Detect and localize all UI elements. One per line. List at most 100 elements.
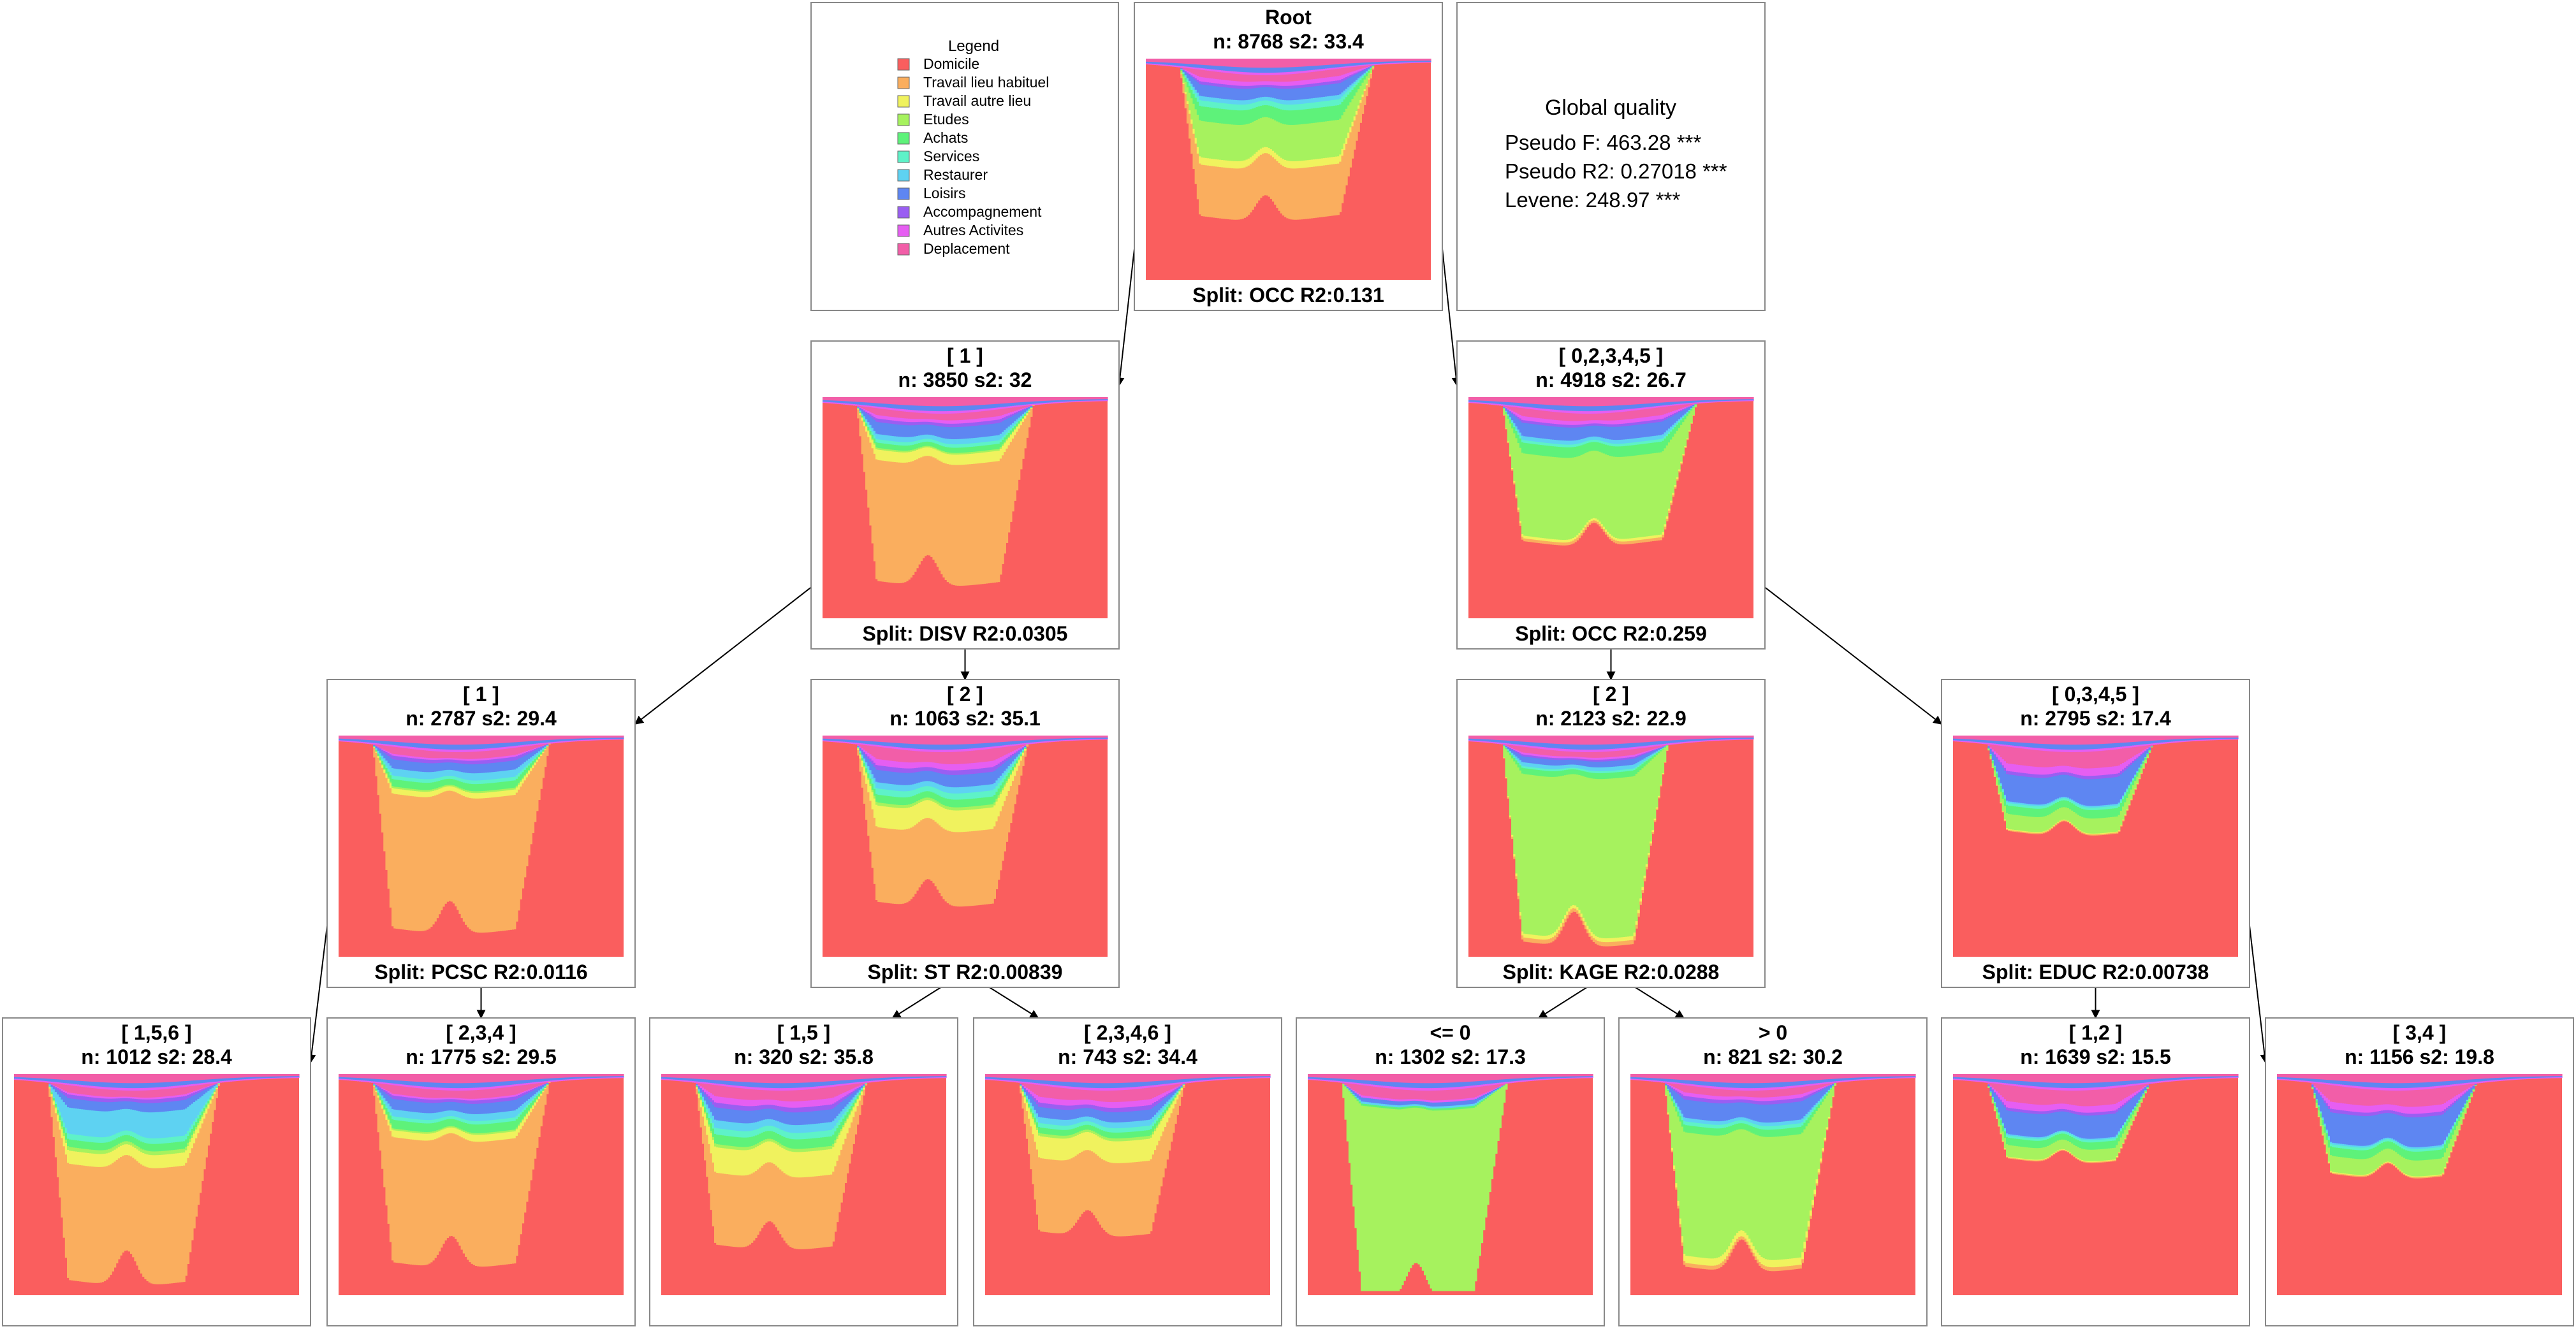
distribution-bar [1180,73,1183,75]
distribution-bar [1290,67,1293,73]
distribution-bar [1312,159,1315,167]
distribution-bar [1215,159,1218,167]
distribution-bar [1353,63,1356,66]
distribution-bar [1294,161,1297,169]
distribution-bar [1355,62,1358,66]
distribution-bar [1306,160,1310,168]
distribution-bar [1347,87,1350,91]
state-distribution-plot [1146,59,1431,280]
distribution-bar [1288,81,1291,87]
distribution-bar [1271,59,1275,68]
distribution-bar [1186,59,1189,64]
distribution-bar [1339,82,1342,95]
distribution-bar [1189,75,1191,82]
distribution-bar [1387,59,1391,62]
node-stats: n: 3850 s2: 32 [898,368,1032,391]
distribution-bar [1384,61,1387,64]
distribution-bar [1211,65,1213,70]
distribution-bar [1373,64,1377,66]
distribution-bar [1335,64,1338,68]
distribution-bar [1217,84,1220,87]
distribution-bar [1315,108,1317,123]
distribution-bar [1292,59,1295,68]
distribution-bar [1243,105,1247,111]
distribution-bar [1308,159,1312,168]
distribution-bar [1382,59,1385,62]
distribution-bar [1349,67,1352,73]
distribution-bar [1292,81,1295,86]
distribution-bar [1203,64,1206,69]
distribution-bar [1196,75,1199,80]
distribution-bar [1306,109,1310,124]
distribution-bar [1192,73,1196,77]
distribution-bar [1201,68,1203,71]
distribution-bar [1182,59,1185,64]
distribution-bar [1321,69,1324,71]
distribution-bar [1341,149,1344,156]
distribution-bar [1201,157,1203,165]
distribution-bar [1329,69,1332,78]
distribution-bar [1182,69,1185,71]
distribution-bar [1322,106,1326,122]
distribution-bar [1254,98,1257,103]
distribution-bar [1345,73,1348,78]
distribution-bar [1223,84,1226,88]
distribution-bar [1331,68,1334,70]
distribution-bar [1355,59,1358,64]
distribution-bar [1317,102,1319,108]
distribution-bar [1196,69,1199,76]
distribution-bar [1268,59,1271,68]
distribution-bar [1231,71,1234,74]
distribution-bar [1292,71,1295,75]
distribution-bar [1351,74,1354,76]
distribution-bar [1182,69,1185,70]
distribution-bar [1363,62,1366,65]
distribution-bar [1208,101,1211,108]
distribution-bar [1155,59,1159,62]
tree-edge [1442,249,1461,387]
distribution-bar [1298,88,1301,100]
distribution-bar [1213,69,1216,72]
distribution-bar [1270,75,1273,82]
distribution-bar [1284,124,1287,161]
distribution-bar [1261,117,1264,148]
distribution-bar [1186,82,1189,88]
distribution-bar [1312,108,1315,124]
distribution-bar [1233,81,1236,86]
distribution-bar [1266,59,1269,68]
distribution-bar [1351,67,1354,72]
distribution-bar [1252,162,1254,210]
distribution-bar [1243,74,1247,82]
legend-swatch [897,187,910,200]
distribution-bar [1305,87,1307,99]
distribution-bar [1211,122,1213,159]
distribution-bar [1292,124,1295,162]
distribution-bar [1363,91,1366,105]
distribution-bar [1329,157,1332,165]
distribution-bar [1372,62,1375,64]
distribution-bar [1264,73,1266,76]
node-stats: n: 4918 s2: 26.7 [1535,368,1687,391]
distribution-bar [1225,73,1228,81]
distribution-bar [1190,76,1194,84]
distribution-bar [1225,109,1228,124]
distribution-bar [1363,89,1366,92]
distribution-bar [1192,89,1196,94]
distribution-bar [1321,59,1324,66]
distribution-bar [1192,78,1196,87]
distribution-bar [1276,161,1279,208]
distribution-bar [1308,59,1312,67]
distribution-bar [1225,80,1228,85]
distribution-bar [1259,105,1262,119]
distribution-bar [1229,80,1232,85]
distribution-bar [1296,168,1299,220]
distribution-bar [1368,64,1370,66]
distribution-bar [1271,68,1275,73]
distribution-bar [1257,150,1261,157]
distribution-bar [1221,66,1224,71]
distribution-bar [1231,104,1234,110]
distribution-bar [1252,108,1254,122]
distribution-bar [1249,59,1252,68]
distribution-bar [1310,108,1314,124]
distribution-bar [1280,85,1283,89]
